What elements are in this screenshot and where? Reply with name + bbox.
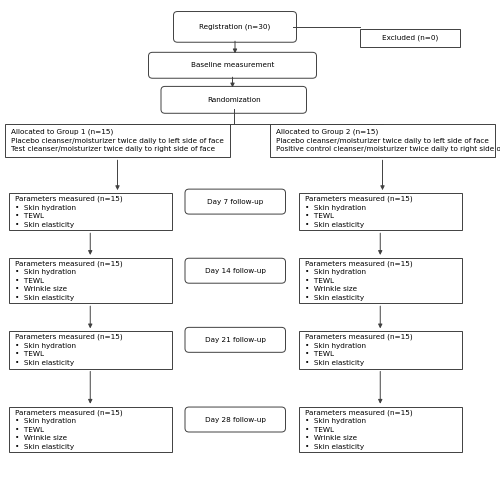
Text: Allocated to Group 1 (n=15)
Placebo cleanser/moisturizer twice daily to left sid: Allocated to Group 1 (n=15) Placebo clea… bbox=[11, 129, 224, 152]
Text: Parameters measured (n=15)
•  Skin hydration
•  TEWL
•  Skin elasticity: Parameters measured (n=15) • Skin hydrat… bbox=[305, 334, 412, 366]
Text: Allocated to Group 2 (n=15)
Placebo cleanser/moisturizer twice daily to left sid: Allocated to Group 2 (n=15) Placebo clea… bbox=[276, 129, 500, 152]
FancyBboxPatch shape bbox=[161, 86, 306, 113]
FancyBboxPatch shape bbox=[9, 331, 172, 369]
FancyBboxPatch shape bbox=[270, 124, 495, 157]
FancyBboxPatch shape bbox=[299, 407, 462, 452]
Text: Baseline measurement: Baseline measurement bbox=[191, 62, 274, 68]
FancyBboxPatch shape bbox=[9, 258, 172, 303]
FancyBboxPatch shape bbox=[299, 258, 462, 303]
Text: Parameters measured (n=15)
•  Skin hydration
•  TEWL
•  Wrinkle size
•  Skin ela: Parameters measured (n=15) • Skin hydrat… bbox=[15, 260, 122, 301]
FancyBboxPatch shape bbox=[299, 193, 462, 230]
FancyBboxPatch shape bbox=[360, 29, 460, 47]
Text: Registration (n=30): Registration (n=30) bbox=[200, 24, 270, 30]
Text: Parameters measured (n=15)
•  Skin hydration
•  TEWL
•  Skin elasticity: Parameters measured (n=15) • Skin hydrat… bbox=[15, 334, 122, 366]
FancyBboxPatch shape bbox=[9, 407, 172, 452]
Text: Day 21 follow-up: Day 21 follow-up bbox=[205, 337, 266, 343]
Text: Day 14 follow-up: Day 14 follow-up bbox=[205, 268, 266, 274]
Text: Excluded (n=0): Excluded (n=0) bbox=[382, 35, 438, 41]
FancyBboxPatch shape bbox=[148, 52, 316, 78]
FancyBboxPatch shape bbox=[9, 193, 172, 230]
FancyBboxPatch shape bbox=[174, 12, 296, 42]
FancyBboxPatch shape bbox=[185, 407, 286, 432]
Text: Parameters measured (n=15)
•  Skin hydration
•  TEWL
•  Wrinkle size
•  Skin ela: Parameters measured (n=15) • Skin hydrat… bbox=[15, 409, 122, 450]
Text: Parameters measured (n=15)
•  Skin hydration
•  TEWL
•  Wrinkle size
•  Skin ela: Parameters measured (n=15) • Skin hydrat… bbox=[305, 260, 412, 301]
Text: Parameters measured (n=15)
•  Skin hydration
•  TEWL
•  Wrinkle size
•  Skin ela: Parameters measured (n=15) • Skin hydrat… bbox=[305, 409, 412, 450]
FancyBboxPatch shape bbox=[299, 331, 462, 369]
FancyBboxPatch shape bbox=[185, 189, 286, 214]
Text: Parameters measured (n=15)
•  Skin hydration
•  TEWL
•  Skin elasticity: Parameters measured (n=15) • Skin hydrat… bbox=[305, 196, 412, 228]
FancyBboxPatch shape bbox=[5, 124, 230, 157]
Text: Day 7 follow-up: Day 7 follow-up bbox=[207, 199, 264, 204]
Text: Randomization: Randomization bbox=[207, 97, 260, 103]
Text: Parameters measured (n=15)
•  Skin hydration
•  TEWL
•  Skin elasticity: Parameters measured (n=15) • Skin hydrat… bbox=[15, 196, 122, 228]
FancyBboxPatch shape bbox=[185, 258, 286, 283]
FancyBboxPatch shape bbox=[185, 327, 286, 352]
Text: Day 28 follow-up: Day 28 follow-up bbox=[205, 417, 266, 422]
